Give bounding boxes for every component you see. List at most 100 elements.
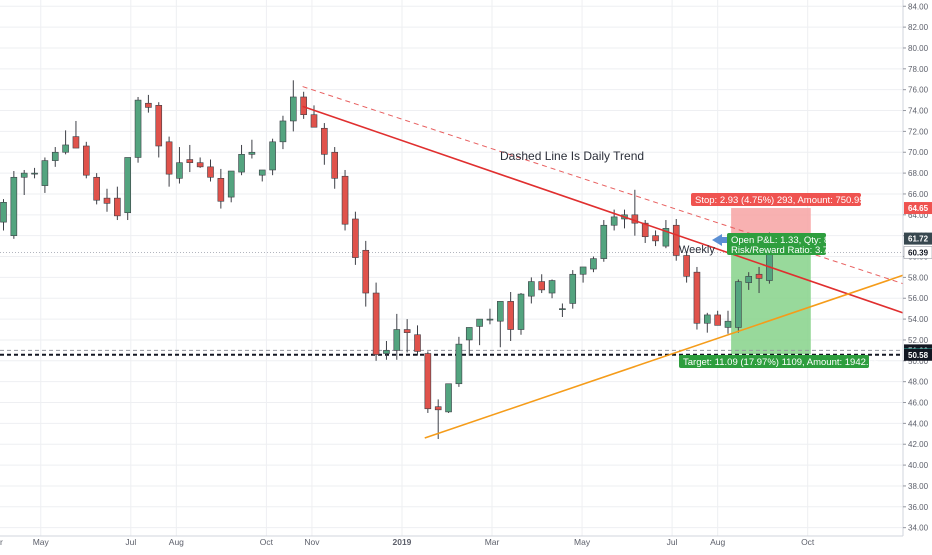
candle-up <box>455 343 463 385</box>
y-tick-label: 72.00 <box>908 127 929 136</box>
weekly-trend-line[interactable] <box>302 105 904 314</box>
candle-up <box>393 329 401 351</box>
candle-up <box>41 160 49 186</box>
candle-down <box>672 224 680 256</box>
y-tick-label: 84.00 <box>908 2 929 11</box>
support-trend-line[interactable] <box>424 274 904 439</box>
price-tag <box>904 202 932 215</box>
candle-up <box>248 151 256 155</box>
stop-label-text: Stop: 2.93 (4.75%) 293, Amount: 750.95 <box>695 195 865 206</box>
x-tick-label: Nov <box>304 537 320 547</box>
price-tag <box>904 348 932 361</box>
y-tick-label: 64.00 <box>908 211 929 220</box>
price-tag-label: 61.72 <box>908 235 929 244</box>
y-tick-label: 68.00 <box>908 169 929 178</box>
candle-up <box>227 170 235 198</box>
x-tick-label: Apr <box>0 537 3 547</box>
candle-down <box>114 197 121 217</box>
candle-up <box>62 144 69 153</box>
candle-up <box>528 281 535 297</box>
candle-down <box>217 178 225 202</box>
price-tag <box>903 246 932 259</box>
y-tick-label: 44.00 <box>908 419 929 428</box>
candle-down <box>434 406 442 411</box>
y-tick-label: 40.00 <box>908 461 929 470</box>
candle-down <box>372 292 380 355</box>
candle-down <box>362 249 370 294</box>
candle-down <box>352 218 359 258</box>
target-label-text: Target: 11.09 (17.97%) 1109, Amount: 194… <box>683 357 879 368</box>
y-tick-label: 52.00 <box>908 336 929 345</box>
candle-up <box>0 202 7 223</box>
candle-up <box>124 157 131 214</box>
candle-up <box>559 308 566 310</box>
y-tick-label: 54.00 <box>908 315 929 324</box>
open-pnl-label-text: Risk/Reward Ratio: 3.78 <box>731 245 833 256</box>
y-tick-label: 74.00 <box>908 107 929 116</box>
y-axis-background <box>903 0 932 550</box>
price-tag-label: 50.58 <box>908 351 929 360</box>
candle-up <box>269 141 276 171</box>
candle-down <box>196 162 204 168</box>
candle-down <box>538 281 546 291</box>
y-tick-label: 42.00 <box>908 440 929 449</box>
y-tick-label: 70.00 <box>908 148 929 157</box>
candle-up <box>486 318 494 321</box>
candle-down <box>300 96 307 116</box>
x-tick-label: Oct <box>801 537 815 547</box>
y-tick-label: 58.00 <box>908 273 929 282</box>
price-tag <box>904 232 932 245</box>
candle-down <box>310 114 318 128</box>
candle-up <box>31 172 38 175</box>
candle-down <box>414 334 421 352</box>
candle-down <box>155 105 163 147</box>
candle-up <box>600 224 608 259</box>
y-tick-label: 80.00 <box>908 44 929 53</box>
candle-down <box>641 222 649 238</box>
candle-down <box>186 159 194 163</box>
y-tick-label: 48.00 <box>908 378 929 387</box>
candle-down <box>93 176 100 201</box>
candle-up <box>569 273 577 304</box>
candle-up <box>610 216 618 226</box>
candle-up <box>10 176 18 236</box>
candle-down <box>103 197 111 204</box>
target-label-bg <box>679 355 869 368</box>
price-tag-label: 64.65 <box>908 204 929 213</box>
candle-up <box>517 293 525 330</box>
candle-down <box>424 353 432 410</box>
candle-up <box>289 96 297 122</box>
candle-up <box>134 99 142 158</box>
candle-up <box>465 327 473 341</box>
candle-up <box>496 301 504 322</box>
y-tick-label: 38.00 <box>908 482 929 491</box>
candle-up <box>20 172 28 178</box>
x-tick-label: Jul <box>667 537 678 547</box>
x-tick-label: May <box>574 537 591 547</box>
candle-down <box>755 273 763 279</box>
x-tick-label: 2019 <box>393 537 412 547</box>
x-tick-label: Mar <box>485 537 500 547</box>
candle-down <box>507 301 514 330</box>
dashed-line-annotation: Dashed Line Is Daily Trend <box>500 149 644 163</box>
y-tick-label: 34.00 <box>908 524 929 533</box>
candle-up <box>745 276 753 283</box>
open-pnl-label-bg <box>727 233 826 255</box>
candle-down <box>652 235 659 242</box>
candle-down <box>341 175 349 225</box>
y-tick-label: 66.00 <box>908 190 929 199</box>
candle-up <box>51 151 59 161</box>
candle-up <box>724 320 732 328</box>
candle-down <box>72 136 80 149</box>
weekly-annotation: Weekly <box>679 244 715 256</box>
candle-down <box>331 151 339 179</box>
candle-up <box>258 169 266 176</box>
candle-up <box>703 314 711 324</box>
stop-label-bg <box>691 193 861 206</box>
candle-up <box>579 266 587 275</box>
candle-down <box>714 314 721 326</box>
y-tick-label: 50.00 <box>908 357 929 366</box>
candle-up <box>383 350 390 354</box>
